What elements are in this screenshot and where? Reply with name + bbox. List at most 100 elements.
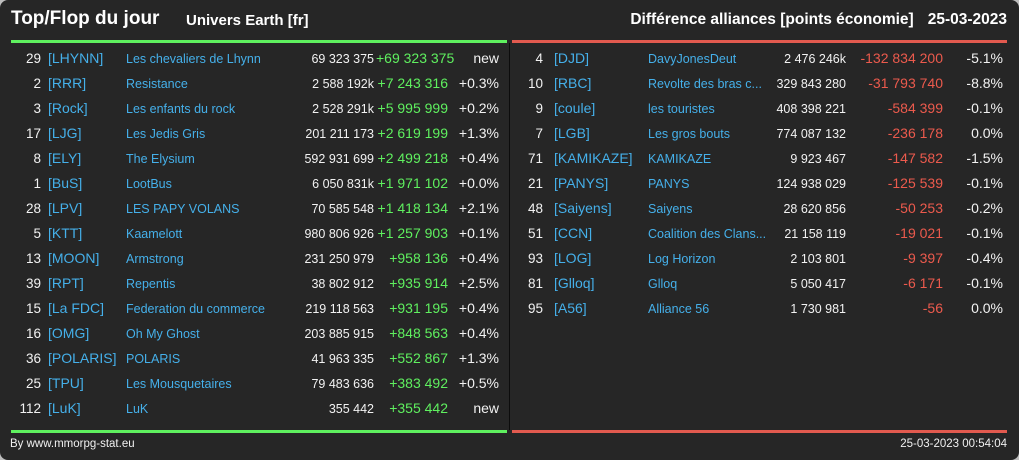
alliance-name-link[interactable]: LuK	[126, 402, 149, 416]
points-difference: -125 539	[887, 175, 943, 191]
alliance-name-link[interactable]: KAMIKAZE	[648, 152, 712, 166]
alliance-tag-link[interactable]: [LPV]	[48, 200, 83, 216]
alliance-tag-link[interactable]: [RBC]	[554, 75, 592, 91]
top-divider-green	[11, 40, 507, 43]
alliance-rank: 2	[33, 76, 41, 91]
alliance-name-link[interactable]: Saiyens	[648, 202, 693, 216]
alliance-name-link[interactable]: Resistance	[126, 77, 188, 91]
alliance-name-link[interactable]: LootBus	[126, 177, 172, 191]
flop-row: 48 [Saiyens] Saiyens 28 620 856 -50 253 -0.2%	[510, 197, 1015, 222]
alliance-tag-link[interactable]: [CCN]	[554, 225, 593, 241]
page-title: Top/Flop du jour	[11, 8, 160, 29]
alliance-name-link[interactable]: Les Jedis Gris	[126, 127, 206, 141]
alliance-name-link[interactable]: Glloq	[648, 277, 678, 291]
alliance-tag-link[interactable]: [ELY]	[48, 150, 82, 166]
alliance-name-link[interactable]: Alliance 56	[648, 302, 710, 316]
alliance-name-link[interactable]: Les enfants du rock	[126, 102, 236, 116]
alliance-name-link[interactable]: Coalition des Clans...	[648, 227, 767, 241]
alliance-rank: 39	[25, 276, 41, 291]
alliance-rank: 4	[535, 51, 543, 66]
alliance-rank: 9	[535, 101, 543, 116]
alliance-rank: 21	[527, 176, 543, 191]
alliance-tag-link[interactable]: [LOG]	[554, 250, 592, 266]
alliance-tag-link[interactable]: [LHYNN]	[48, 50, 104, 66]
alliance-tag-link[interactable]: [KAMIKAZE]	[554, 150, 633, 166]
alliance-points: 203 885 915	[304, 327, 374, 341]
flop-row: 21 [PANYS] PANYS 124 938 029 -125 539 -0.1%	[510, 172, 1015, 197]
points-difference: +5 995 999	[377, 100, 448, 116]
alliance-rank: 95	[527, 301, 543, 316]
percent-change: new	[473, 50, 499, 66]
alliance-rank: 17	[25, 126, 41, 141]
alliance-name-link[interactable]: Les gros bouts	[648, 127, 730, 141]
alliance-rank: 3	[33, 101, 41, 116]
percent-change: -8.8%	[966, 75, 1003, 91]
alliance-tag-link[interactable]: [DJD]	[554, 50, 589, 66]
percent-change: +1.3%	[458, 350, 499, 366]
points-difference: +935 914	[389, 275, 448, 291]
alliance-name-link[interactable]: PANYS	[648, 177, 690, 191]
alliance-name-link[interactable]: DavyJonesDeut	[648, 52, 737, 66]
points-difference: -147 582	[887, 150, 943, 166]
footer-timestamp: 25-03-2023 00:54:04	[900, 438, 1007, 450]
alliance-tag-link[interactable]: [OMG]	[48, 325, 90, 341]
metric-label: Différence alliances [points économie]	[630, 11, 914, 28]
alliance-tag-link[interactable]: [LJG]	[48, 125, 82, 141]
alliance-tag-link[interactable]: [BuS]	[48, 175, 83, 191]
alliance-tag-link[interactable]: [Glloq]	[554, 275, 595, 291]
alliance-name-link[interactable]: Les Mousquetaires	[126, 377, 232, 391]
alliance-tag-link[interactable]: [La FDC]	[48, 300, 105, 316]
alliance-name-link[interactable]: Revolte des bras c...	[648, 77, 762, 91]
alliance-name-link[interactable]: les touristes	[648, 102, 715, 116]
alliance-points: 592 931 699	[304, 152, 374, 166]
alliance-name-link[interactable]: Les chevaliers de Lhynn	[126, 52, 261, 66]
alliance-name-link[interactable]: POLARIS	[126, 352, 181, 366]
alliance-tag-link[interactable]: [RRR]	[48, 75, 87, 91]
top-row: 29 [LHYNN] Les chevaliers de Lhynn 69 323 3…	[0, 47, 508, 72]
percent-change: -5.1%	[966, 50, 1003, 66]
alliance-tag-link[interactable]: [Rock]	[48, 100, 88, 116]
alliance-tag-link[interactable]: [Saiyens]	[554, 200, 612, 216]
alliance-name-link[interactable]: Repentis	[126, 277, 176, 291]
alliance-points: 2 476 246k	[784, 52, 846, 66]
alliance-tag-link[interactable]: [TPU]	[48, 375, 84, 391]
alliance-name-link[interactable]: The Elysium	[126, 152, 195, 166]
points-difference: +552 867	[389, 350, 448, 366]
top-row: 28 [LPV] LES PAPY VOLANS 70 585 548 +1 418 1…	[0, 197, 508, 222]
points-difference: +848 563	[389, 325, 448, 341]
top-divider-red	[512, 40, 1007, 43]
alliance-tag-link[interactable]: [MOON]	[48, 250, 100, 266]
alliance-rank: 7	[535, 126, 543, 141]
alliance-tag-link[interactable]: [RPT]	[48, 275, 84, 291]
alliance-name-link[interactable]: Log Horizon	[648, 252, 716, 266]
alliance-name-link[interactable]: Armstrong	[126, 252, 184, 266]
alliance-name-link[interactable]: Federation du commerce	[126, 302, 265, 316]
bottom-divider-green	[11, 430, 507, 433]
alliance-points: 355 442	[328, 402, 374, 416]
percent-change: +1.3%	[458, 125, 499, 141]
points-difference: +7 243 316	[377, 75, 448, 91]
alliance-name-link[interactable]: LES PAPY VOLANS	[126, 202, 240, 216]
points-difference: +1 418 134	[377, 200, 448, 216]
points-difference: -50 253	[895, 200, 943, 216]
flop-row: 7 [LGB] Les gros bouts 774 087 132 -236 178 0…	[510, 122, 1015, 147]
alliance-tag-link[interactable]: [coule]	[554, 100, 596, 116]
alliance-rank: 71	[527, 151, 543, 166]
alliance-tag-link[interactable]: [A56]	[554, 300, 587, 316]
percent-change: +0.4%	[458, 250, 499, 266]
percent-change: +2.5%	[458, 275, 499, 291]
alliance-tag-link[interactable]: [LuK]	[48, 400, 81, 416]
alliance-tag-link[interactable]: [POLARIS]	[48, 350, 117, 366]
alliance-name-link[interactable]: Kaamelott	[126, 227, 183, 241]
points-difference: -19 021	[895, 225, 943, 241]
alliance-tag-link[interactable]: [LGB]	[554, 125, 590, 141]
alliance-rank: 28	[25, 201, 41, 216]
alliance-tag-link[interactable]: [KTT]	[48, 225, 83, 241]
percent-change: -0.1%	[966, 175, 1003, 191]
alliance-name-link[interactable]: Oh My Ghost	[126, 327, 200, 341]
alliance-points: 38 802 912	[311, 277, 374, 291]
percent-change: 0.0%	[971, 300, 1003, 316]
alliance-points: 980 806 926	[304, 227, 374, 241]
percent-change: 0.0%	[971, 125, 1003, 141]
alliance-tag-link[interactable]: [PANYS]	[554, 175, 609, 191]
